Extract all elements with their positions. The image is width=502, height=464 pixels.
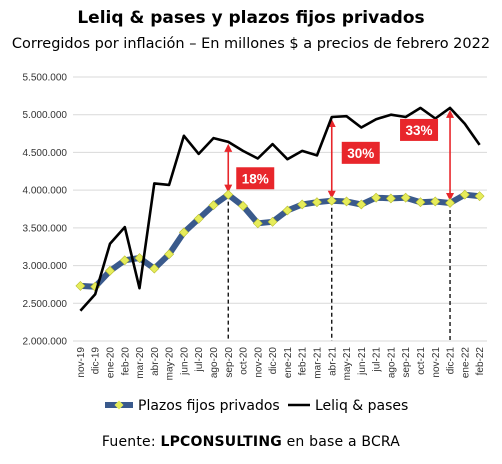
y-tick-label: 2.500.000 xyxy=(23,299,68,310)
data-point-plazos-fijos xyxy=(208,200,219,211)
x-tick-label: may-20 xyxy=(165,347,176,381)
data-point-plazos-fijos xyxy=(149,263,160,274)
annotation-label-box xyxy=(236,167,275,190)
source-prefix: Fuente: xyxy=(101,434,161,450)
x-tick-label: feb-21 xyxy=(298,347,309,376)
x-tick-label: ene-21 xyxy=(283,347,294,379)
data-point-plazos-fijos xyxy=(75,281,86,291)
x-tick-label: abr-20 xyxy=(150,347,161,376)
source-suffix: en base a BCRA xyxy=(281,434,401,450)
data-point-plazos-fijos xyxy=(282,205,293,216)
x-tick-label: dic-19 xyxy=(91,347,102,375)
x-tick-label: jun-21 xyxy=(357,347,368,376)
x-tick-label: ene-22 xyxy=(460,347,471,379)
legend-label-leliq: Leliq & pases xyxy=(315,398,408,414)
data-point-plazos-fijos xyxy=(312,197,322,208)
x-tick-label: nov-19 xyxy=(76,347,87,378)
x-tick-label: jun-20 xyxy=(179,347,190,376)
data-point-plazos-fijos xyxy=(134,253,145,263)
x-tick-label: jul-21 xyxy=(372,347,383,373)
data-point-plazos-fijos xyxy=(371,192,382,203)
y-tick-label: 4.500.000 xyxy=(23,148,68,159)
x-tick-label: mar-20 xyxy=(135,347,146,379)
data-point-plazos-fijos xyxy=(238,201,248,211)
x-tick-label: dic-20 xyxy=(268,347,279,375)
source-note: Fuente: LPCONSULTING en base a BCRA xyxy=(0,434,502,450)
data-point-plazos-fijos xyxy=(459,189,470,200)
chart-title: Leliq & pases y plazos fijos privados xyxy=(77,8,425,28)
data-point-plazos-fijos xyxy=(430,196,441,207)
data-point-plazos-fijos xyxy=(400,192,411,203)
annotation-label: 30% xyxy=(347,146,374,161)
data-point-plazos-fijos xyxy=(326,195,337,206)
x-tick-label: sep-20 xyxy=(224,347,235,378)
y-tick-label: 3.500.000 xyxy=(23,223,68,234)
y-tick-label: 3.000.000 xyxy=(23,261,68,272)
data-point-plazos-fijos xyxy=(119,255,130,266)
x-tick-label: oct-20 xyxy=(239,347,250,375)
x-tick-label: nov-21 xyxy=(431,347,442,378)
data-point-plazos-fijos xyxy=(297,199,308,210)
annotation-label-box xyxy=(400,118,439,141)
legend-label-plazos-fijos: Plazos fijos privados xyxy=(138,398,280,414)
data-point-plazos-fijos xyxy=(341,196,352,207)
x-tick-label: mar-21 xyxy=(312,347,323,379)
data-point-plazos-fijos xyxy=(474,191,485,202)
data-point-plazos-fijos xyxy=(356,199,367,210)
data-point-plazos-fijos xyxy=(105,265,115,276)
series-line-leliq xyxy=(79,106,481,312)
data-point-plazos-fijos xyxy=(178,227,189,238)
y-tick-label: 2.000.000 xyxy=(23,337,68,348)
x-tick-label: dic-21 xyxy=(446,347,457,375)
y-tick-label: 4.000.000 xyxy=(23,186,68,197)
annotation-arrowhead-down xyxy=(224,184,233,193)
x-tick-label: ene-20 xyxy=(105,347,116,379)
data-point-plazos-fijos xyxy=(164,249,175,260)
source-brand: LPCONSULTING xyxy=(160,434,282,450)
x-tick-label: may-21 xyxy=(342,347,353,381)
x-tick-label: ago-21 xyxy=(386,347,397,379)
x-tick-label: abr-21 xyxy=(327,347,338,376)
data-point-plazos-fijos xyxy=(445,198,455,208)
annotation-arrowhead-down xyxy=(327,190,336,199)
legend-marker-plazos-fijos xyxy=(114,400,124,410)
x-tick-label: nov-20 xyxy=(253,347,264,378)
chart-subtitle: Corregidos por inflación – En millones $… xyxy=(11,36,491,52)
data-point-plazos-fijos xyxy=(385,193,396,204)
x-tick-label: ago-20 xyxy=(209,347,220,379)
annotation-label: 18% xyxy=(242,171,269,186)
data-point-plazos-fijos xyxy=(223,189,234,200)
annotation-arrowhead-up xyxy=(224,143,233,152)
y-tick-label: 5.500.000 xyxy=(23,73,68,84)
x-tick-label: feb-22 xyxy=(475,347,486,376)
annotation-arrowhead-down xyxy=(446,192,455,201)
data-point-plazos-fijos xyxy=(415,197,426,208)
annotation-label-box xyxy=(341,141,380,164)
x-tick-label: oct-21 xyxy=(416,347,427,375)
data-point-plazos-fijos xyxy=(267,216,278,227)
series-line-plazos-fijos xyxy=(77,191,483,290)
y-tick-label: 5.000.000 xyxy=(23,110,68,121)
x-tick-label: feb-20 xyxy=(120,347,131,376)
annotation-label: 33% xyxy=(406,123,433,138)
x-tick-label: sep-21 xyxy=(401,347,412,378)
annotation-arrowhead-up xyxy=(446,109,455,118)
data-point-plazos-fijos xyxy=(252,218,263,229)
data-point-plazos-fijos xyxy=(193,213,204,224)
x-tick-label: jul-20 xyxy=(194,347,205,373)
